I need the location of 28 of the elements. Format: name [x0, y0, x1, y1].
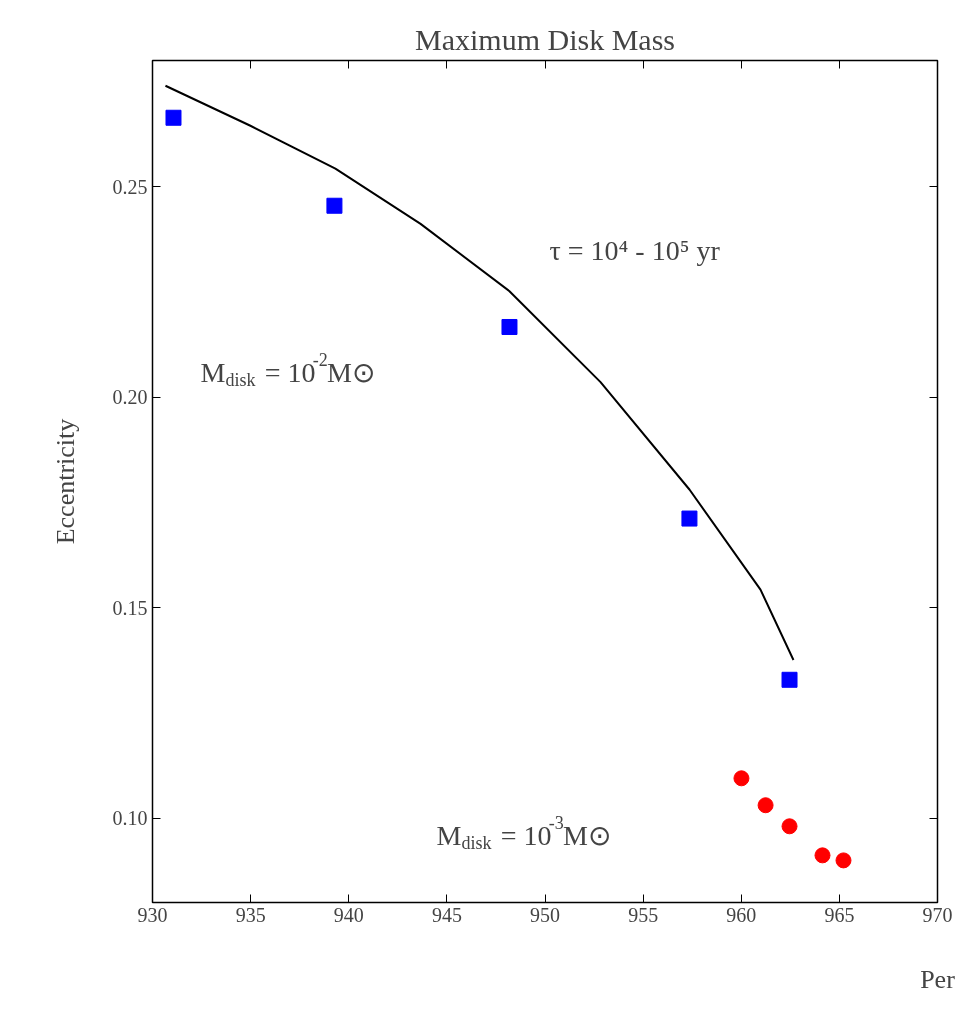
- y-axis-title: Eccentricity: [50, 418, 80, 545]
- chart-title: Maximum Disk Mass: [415, 22, 676, 56]
- annotation: τ = 10⁴ - 10⁵ yr: [549, 235, 721, 266]
- point: [835, 852, 852, 869]
- x-tick-label: 940: [333, 903, 364, 926]
- point: [781, 818, 798, 835]
- y-tick-label: 0.20: [112, 386, 148, 409]
- point: [781, 671, 798, 688]
- point: [165, 109, 182, 126]
- x-axis-title: Per: [920, 964, 956, 994]
- x-tick-label: 950: [530, 903, 560, 926]
- y-tick-label: 0.15: [112, 596, 148, 619]
- point: [681, 510, 698, 527]
- y-tick-label: 0.10: [112, 807, 148, 830]
- x-tick-label: 930: [137, 903, 168, 926]
- y-tick-label: 0.25: [112, 175, 148, 198]
- point: [326, 197, 343, 214]
- line-series: [164, 84, 795, 661]
- point: [501, 318, 518, 335]
- point: [733, 770, 750, 787]
- x-tick-label: 955: [628, 903, 659, 926]
- x-tick-label: 945: [431, 903, 462, 926]
- x-tick-label: 960: [726, 903, 757, 926]
- x-tick-label: 935: [235, 903, 266, 926]
- x-tick-label: 970: [922, 903, 953, 926]
- point: [814, 847, 831, 864]
- point: [757, 797, 774, 814]
- x-tick-label: 965: [824, 903, 855, 926]
